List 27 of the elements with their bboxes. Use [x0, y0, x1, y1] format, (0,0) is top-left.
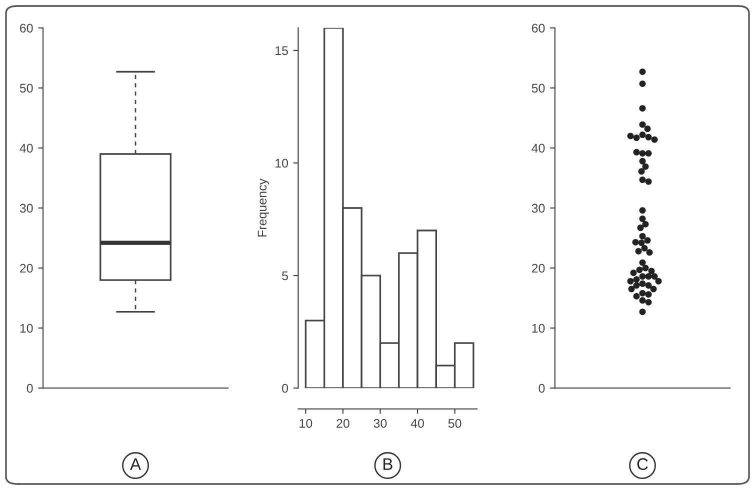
y-tick-label: 10	[276, 158, 288, 168]
y-tick-label: 5	[282, 271, 288, 280]
y-tick-label: 10	[20, 324, 33, 333]
x-tick-label: 10	[300, 418, 312, 428]
y-tick-label: 60	[532, 24, 545, 33]
y-tick-label: 0	[282, 384, 288, 393]
y-tick-label: 10	[532, 324, 545, 333]
y-axis-title: Frequency	[258, 178, 270, 237]
text: C	[637, 458, 648, 470]
y-tick-label: 0	[538, 384, 545, 393]
y-tick-label: 40	[532, 144, 545, 153]
text: A	[130, 458, 142, 470]
y-tick-label: 15	[276, 46, 288, 56]
y-tick-label: 50	[532, 84, 545, 93]
y-tick-label: 30	[532, 204, 545, 213]
y-tick-label: 20	[20, 264, 33, 273]
text: B	[384, 458, 392, 470]
x-tick-label: 40	[410, 418, 424, 428]
x-tick-label: 30	[374, 418, 387, 428]
x-tick-label: 20	[336, 418, 350, 428]
y-tick-label: 60	[20, 24, 33, 33]
x-tick-label: 50	[448, 418, 462, 428]
y-tick-label: 20	[532, 264, 545, 273]
y-tick-label: 40	[20, 144, 33, 153]
y-tick-label: 30	[20, 204, 33, 213]
y-tick-label: 50	[20, 84, 33, 93]
y-tick-label: 0	[26, 384, 33, 393]
